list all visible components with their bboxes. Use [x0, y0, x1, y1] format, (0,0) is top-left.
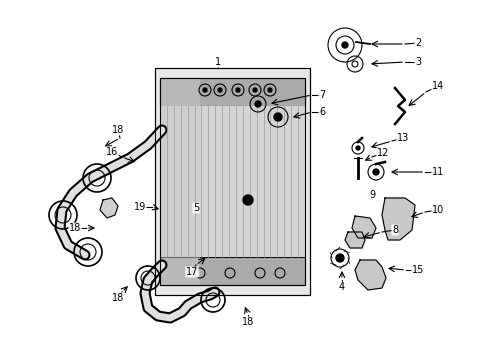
- Text: 13: 13: [396, 133, 408, 143]
- Circle shape: [372, 169, 378, 175]
- Polygon shape: [345, 232, 364, 248]
- Text: 11: 11: [431, 167, 443, 177]
- Text: 15: 15: [411, 265, 423, 275]
- Text: 4: 4: [338, 282, 345, 292]
- Circle shape: [218, 88, 222, 92]
- Text: 6: 6: [318, 107, 325, 117]
- Text: 12: 12: [376, 148, 388, 158]
- Circle shape: [254, 101, 261, 107]
- Text: 17: 17: [185, 267, 198, 277]
- Text: 9: 9: [368, 190, 374, 200]
- Bar: [160, 78, 305, 285]
- Bar: [160, 106, 305, 257]
- Polygon shape: [351, 216, 375, 238]
- Circle shape: [243, 195, 252, 205]
- Text: 10: 10: [431, 205, 443, 215]
- Bar: [160, 257, 305, 285]
- Text: 18: 18: [112, 293, 124, 303]
- Bar: [155, 68, 309, 295]
- Text: 18: 18: [242, 317, 254, 327]
- Text: 3: 3: [414, 57, 420, 67]
- Polygon shape: [100, 198, 118, 218]
- Text: 7: 7: [318, 90, 325, 100]
- Text: 2: 2: [414, 38, 420, 48]
- Polygon shape: [354, 260, 385, 290]
- Circle shape: [355, 146, 359, 150]
- Circle shape: [341, 42, 347, 48]
- Text: 14: 14: [431, 81, 443, 91]
- Text: 8: 8: [391, 225, 397, 235]
- Text: 19: 19: [134, 202, 146, 212]
- Bar: [155, 68, 309, 295]
- Circle shape: [335, 254, 343, 262]
- Text: 5: 5: [192, 203, 199, 213]
- Circle shape: [273, 113, 282, 121]
- Polygon shape: [381, 198, 414, 240]
- Bar: [160, 78, 305, 106]
- Circle shape: [236, 88, 240, 92]
- Text: 18: 18: [69, 223, 81, 233]
- Text: 18: 18: [112, 125, 124, 135]
- Circle shape: [267, 88, 271, 92]
- Circle shape: [252, 88, 257, 92]
- Polygon shape: [160, 78, 200, 285]
- Text: 1: 1: [215, 57, 221, 67]
- Text: 16: 16: [106, 147, 118, 157]
- Circle shape: [203, 88, 206, 92]
